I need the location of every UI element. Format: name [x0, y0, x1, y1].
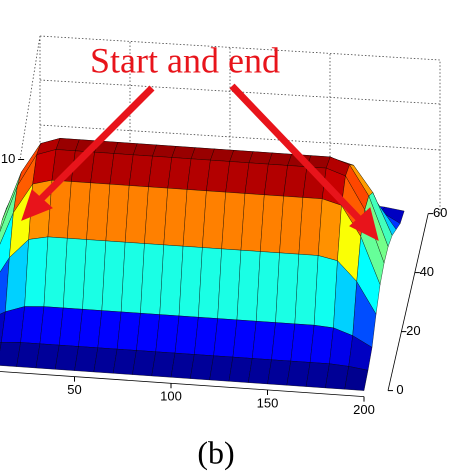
axes: 50 100 150 200 0 20 40 60 10 — [0, 151, 447, 417]
y-axis — [387, 213, 429, 391]
y-tick-label: 60 — [433, 205, 447, 220]
annotation: Start and end — [90, 40, 280, 80]
z-tick-label: 10 — [1, 151, 15, 166]
arrow-head — [349, 207, 379, 241]
surface — [0, 138, 405, 391]
arrow-head — [21, 189, 53, 221]
box-edge — [19, 35, 441, 214]
y-tick-label: 0 — [396, 382, 403, 397]
arrow-shaft — [37, 85, 155, 203]
caption: (b) — [197, 434, 234, 470]
x-tick-label: 200 — [353, 402, 375, 417]
x-tick-label: 150 — [257, 395, 279, 410]
y-tick-label: 40 — [420, 264, 434, 279]
annotation-arrows — [21, 83, 379, 241]
arrow-shaft — [229, 83, 365, 225]
y-tick-label: 20 — [406, 323, 420, 338]
surface-cell — [344, 366, 369, 391]
x-tick-label: 100 — [160, 389, 182, 404]
x-tick-label: 50 — [67, 382, 81, 397]
